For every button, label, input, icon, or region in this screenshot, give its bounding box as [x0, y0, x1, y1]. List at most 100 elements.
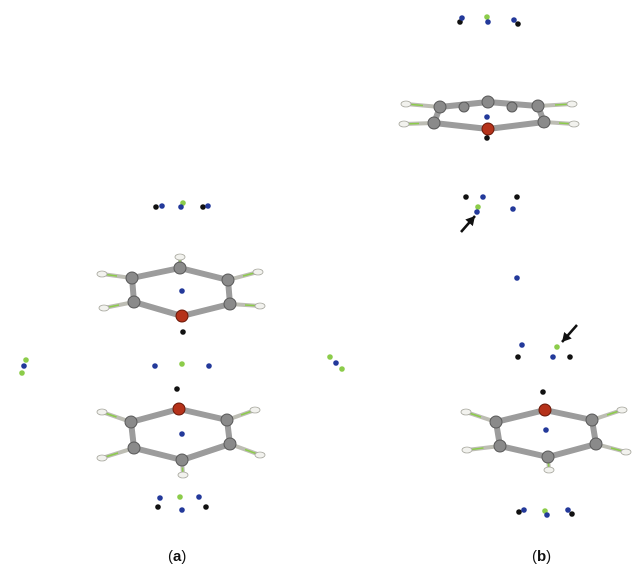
hydrogen-atom — [566, 100, 578, 108]
blue-site — [206, 363, 212, 369]
blue-site — [179, 507, 185, 513]
blue-site — [333, 360, 339, 366]
black-site — [514, 194, 520, 200]
blue-site — [179, 288, 185, 294]
hydrogen-atom — [177, 471, 189, 479]
bond — [179, 301, 233, 319]
blue-site — [521, 507, 527, 513]
hydrogen-atom — [400, 100, 412, 108]
hydrogen-atom — [96, 408, 108, 416]
bond — [176, 406, 230, 423]
carbon-atom — [175, 453, 189, 467]
carbon-atom — [433, 100, 447, 114]
green-site — [554, 344, 560, 350]
blue-site — [511, 17, 517, 23]
black-site — [155, 504, 161, 510]
green-site — [475, 204, 481, 210]
black-site — [153, 204, 159, 210]
carbon-atom — [541, 450, 555, 464]
black-site — [180, 329, 186, 335]
black-site — [463, 194, 469, 200]
blue-site — [510, 206, 516, 212]
oxygen-atom — [481, 122, 495, 136]
hydrogen-atom — [254, 451, 266, 459]
blue-site — [159, 203, 165, 209]
carbon-atom — [220, 413, 234, 427]
black-site — [515, 21, 521, 27]
hydrogen-atom — [620, 448, 632, 456]
green-site — [327, 354, 333, 360]
green-site — [23, 357, 29, 363]
blue-site — [484, 114, 490, 120]
blue-site — [519, 342, 525, 348]
carbon-atom — [125, 271, 139, 285]
black-site — [203, 504, 209, 510]
black-site — [540, 389, 546, 395]
black-site — [569, 511, 575, 517]
hydrogen-atom — [252, 268, 264, 276]
black-site — [567, 354, 573, 360]
carbon-atom — [223, 297, 237, 311]
blue-site — [178, 204, 184, 210]
green-site — [19, 370, 25, 376]
carbon-atom — [531, 99, 545, 113]
blue-site — [152, 363, 158, 369]
oxygen-atom — [172, 402, 186, 416]
green-site — [484, 14, 490, 20]
carbon-atom — [589, 437, 603, 451]
blue-site — [459, 15, 465, 21]
green-site — [179, 361, 185, 367]
hydrogen-atom — [616, 406, 628, 414]
green-site — [177, 494, 183, 500]
blue-site — [550, 354, 556, 360]
oxygen-atom — [175, 309, 189, 323]
bond — [542, 407, 595, 423]
carbon-atom — [127, 441, 141, 455]
bond — [129, 265, 183, 281]
black-site — [174, 386, 180, 392]
bond — [128, 406, 182, 425]
bond — [131, 299, 185, 319]
bond — [431, 120, 491, 132]
hydrogen-atom — [98, 304, 110, 312]
blue-site — [514, 275, 520, 281]
panel-b-structure — [398, 14, 632, 518]
carbon-atom — [124, 415, 138, 429]
panel-b-label: (b) — [532, 548, 552, 565]
hydrogen-atom — [96, 454, 108, 462]
blue-site — [157, 495, 163, 501]
hydrogen-atom — [96, 270, 108, 278]
panel-a-letter: a — [173, 548, 182, 565]
hydrogen-atom — [249, 406, 261, 414]
hydrogen-atom — [543, 466, 555, 474]
carbon-atom — [221, 273, 235, 287]
blue-site — [485, 19, 491, 25]
blue-site — [179, 431, 185, 437]
hydrogen-atom — [174, 253, 186, 261]
bond — [179, 441, 233, 463]
carbon-atom — [481, 95, 495, 109]
black-site — [484, 135, 490, 141]
hydrogen-atom — [460, 408, 472, 416]
bond — [545, 441, 599, 460]
panel-b-letter: b — [537, 548, 547, 565]
carbon-atom — [223, 437, 237, 451]
carbon-atom — [537, 115, 551, 129]
black-site — [200, 204, 206, 210]
carbon-atom — [585, 413, 599, 427]
blue-site — [196, 494, 202, 500]
hydrogen-atom — [568, 120, 580, 128]
blue-site — [565, 507, 571, 513]
carbon-atom — [427, 116, 441, 130]
bond — [497, 443, 551, 460]
arrow-icon — [561, 324, 578, 343]
carbon-atom — [489, 415, 503, 429]
panel-a-label: (a) — [168, 548, 187, 565]
carbon-atom — [506, 101, 518, 113]
blue-site — [544, 512, 550, 518]
arrow-head — [562, 331, 572, 342]
carbon-atom — [127, 295, 141, 309]
black-site — [515, 354, 521, 360]
blue-site — [543, 427, 549, 433]
